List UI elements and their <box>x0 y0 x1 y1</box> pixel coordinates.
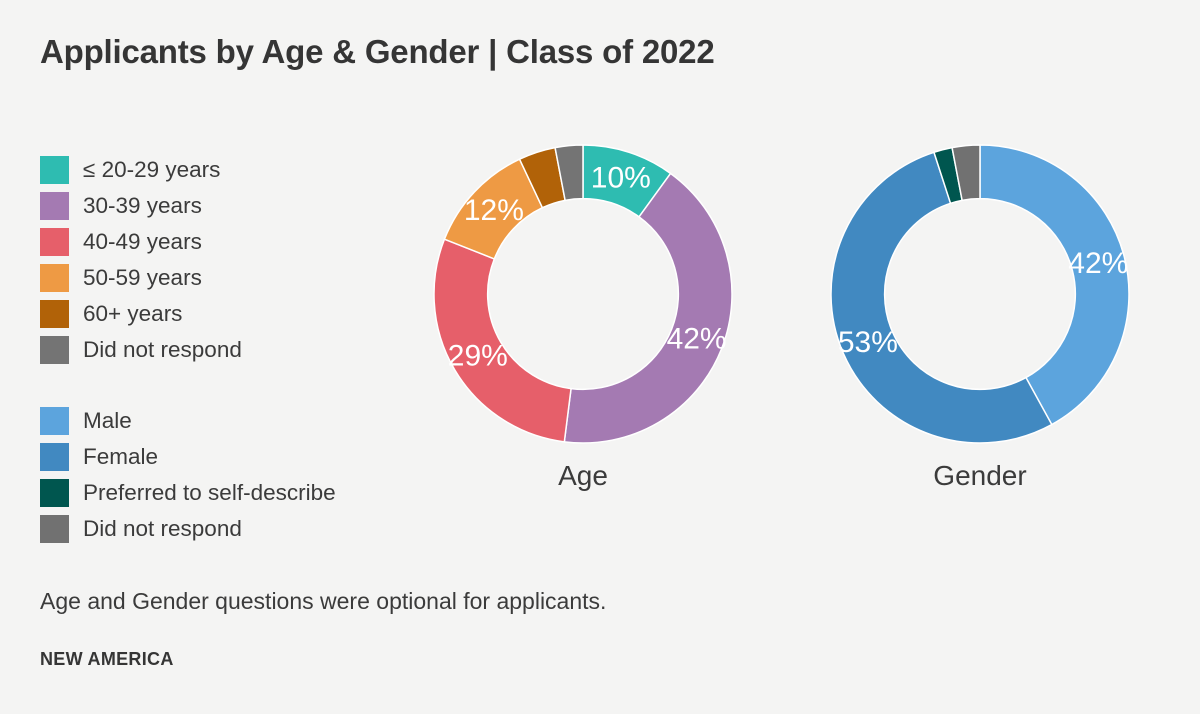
legend-item: 60+ years <box>40 300 242 328</box>
donut-slice-30-39-years <box>563 172 733 444</box>
legend-item: Male <box>40 407 336 435</box>
donut-slice-40-49-years <box>433 238 572 443</box>
legend-item: 40-49 years <box>40 228 242 256</box>
slice-percentage-label: 10% <box>591 161 651 194</box>
slice-percentage-label: 42% <box>667 323 727 356</box>
legend-label: ≤ 20-29 years <box>83 157 221 182</box>
legend-label: 30-39 years <box>83 193 202 218</box>
legend-swatch <box>40 443 69 471</box>
legend-item: Did not respond <box>40 336 242 364</box>
legend-item: 50-59 years <box>40 264 242 292</box>
legend-swatch <box>40 264 69 292</box>
gender-chart-caption: Gender <box>933 460 1027 491</box>
legend-swatch <box>40 192 69 220</box>
slice-percentage-label: 42% <box>1068 247 1128 280</box>
legend-label: Male <box>83 408 132 433</box>
donut-slice-female <box>830 151 1053 444</box>
legend-swatch <box>40 479 69 507</box>
footnote: Age and Gender questions were optional f… <box>40 588 607 614</box>
donut-slice-male <box>979 144 1130 426</box>
age-donut-chart: 10% 42% 29% 12% <box>433 144 733 444</box>
age-donut-svg: 10% 42% 29% 12% <box>433 144 733 444</box>
donut-slice-did-not-respond <box>951 144 981 202</box>
legend-item: 30-39 years <box>40 192 242 220</box>
slice-percentage-label: 53% <box>838 326 898 359</box>
legend-item: Female <box>40 443 336 471</box>
legend-item: ≤ 20-29 years <box>40 156 242 184</box>
legend-label: Did not respond <box>83 516 242 541</box>
page-title: Applicants by Age & Gender | Class of 20… <box>40 33 715 70</box>
gender-donut-chart: 42% 53% <box>830 144 1130 444</box>
age-legend: ≤ 20-29 years 30-39 years 40-49 years 50… <box>40 156 242 372</box>
slice-percentage-label: 12% <box>464 194 524 227</box>
legend-swatch <box>40 228 69 256</box>
legend-label: Did not respond <box>83 337 242 362</box>
donut-slice-did-not-respond <box>554 144 584 202</box>
legend-label: 50-59 years <box>83 265 202 290</box>
legend-swatch <box>40 336 69 364</box>
legend-swatch <box>40 515 69 543</box>
brand-logo: NEW AMERICA <box>40 649 174 669</box>
legend-swatch <box>40 407 69 435</box>
slice-percentage-label: 29% <box>448 340 508 373</box>
legend-label: Preferred to self-describe <box>83 480 336 505</box>
legend-label: 60+ years <box>83 301 183 326</box>
legend-item: Preferred to self-describe <box>40 479 336 507</box>
gender-donut-svg: 42% 53% <box>830 144 1130 444</box>
gender-legend: Male Female Preferred to self-describe D… <box>40 407 336 551</box>
legend-label: 40-49 years <box>83 229 202 254</box>
legend-swatch <box>40 300 69 328</box>
legend-swatch <box>40 156 69 184</box>
age-chart-caption: Age <box>558 460 608 491</box>
legend-label: Female <box>83 444 159 469</box>
legend-item: Did not respond <box>40 515 336 543</box>
